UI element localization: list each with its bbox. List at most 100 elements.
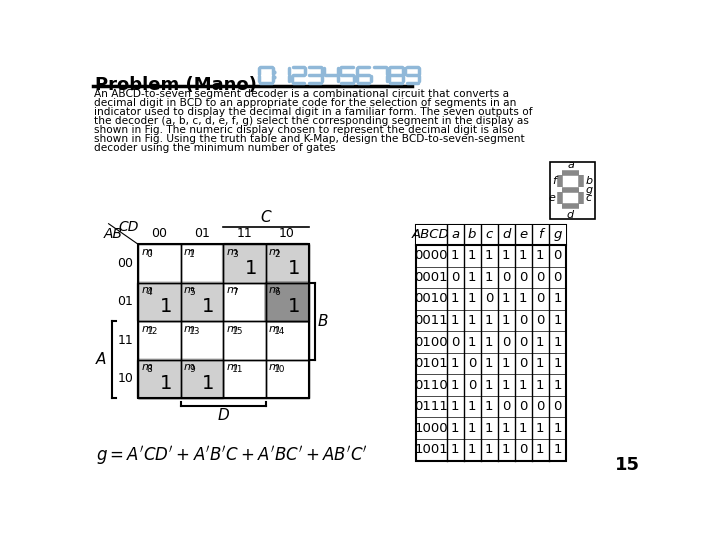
- Text: 15: 15: [232, 327, 243, 335]
- Text: 1: 1: [468, 443, 477, 456]
- Text: b: b: [468, 228, 476, 241]
- Text: 0: 0: [519, 357, 528, 370]
- Text: the decoder (a, b, c, d, e, f, g) select the corresponding segment in the displa: the decoder (a, b, c, d, e, f, g) select…: [94, 116, 528, 126]
- Text: 1: 1: [536, 422, 544, 435]
- Text: 1: 1: [468, 400, 477, 413]
- Text: g: g: [553, 228, 562, 241]
- Text: 13: 13: [189, 327, 201, 335]
- Text: 1: 1: [519, 292, 528, 306]
- Text: e: e: [519, 228, 527, 241]
- Text: g: g: [585, 185, 593, 194]
- Text: 1: 1: [502, 357, 510, 370]
- Text: 1: 1: [160, 297, 172, 316]
- Text: 1: 1: [502, 443, 510, 456]
- Text: 0011: 0011: [414, 314, 448, 327]
- Text: 1: 1: [519, 249, 528, 262]
- Text: 1: 1: [468, 249, 477, 262]
- Text: 1: 1: [189, 249, 195, 259]
- Text: 1: 1: [485, 314, 493, 327]
- Text: 0: 0: [519, 314, 528, 327]
- Text: 0: 0: [536, 314, 544, 327]
- Bar: [415, 225, 566, 461]
- Text: 1: 1: [536, 379, 544, 392]
- Text: 0100: 0100: [414, 335, 448, 348]
- Text: 1: 1: [451, 249, 459, 262]
- Text: AB: AB: [104, 227, 122, 241]
- Text: 1: 1: [519, 422, 528, 435]
- Text: 7: 7: [232, 288, 238, 297]
- Text: m: m: [141, 362, 152, 372]
- Text: 1000: 1000: [414, 422, 448, 435]
- Text: 1: 1: [451, 400, 459, 413]
- Text: 0111: 0111: [414, 400, 448, 413]
- Text: 3: 3: [232, 249, 238, 259]
- Bar: [138, 321, 181, 360]
- Text: B: B: [318, 314, 328, 329]
- Text: 1: 1: [553, 335, 562, 348]
- Text: 1: 1: [451, 443, 459, 456]
- Text: 1: 1: [287, 297, 300, 316]
- Text: 0: 0: [553, 400, 562, 413]
- Text: 0: 0: [502, 271, 510, 284]
- Text: 1: 1: [451, 292, 459, 306]
- Text: 0: 0: [502, 400, 510, 413]
- Text: 1: 1: [553, 379, 562, 392]
- Bar: [550, 162, 595, 219]
- Text: m: m: [269, 285, 280, 295]
- Text: 00: 00: [117, 257, 133, 270]
- Text: m: m: [184, 285, 194, 295]
- Text: 0: 0: [451, 271, 459, 284]
- Text: 11: 11: [236, 227, 252, 240]
- Text: 0: 0: [519, 335, 528, 348]
- Text: 1: 1: [202, 297, 215, 316]
- Text: m: m: [226, 285, 238, 295]
- Text: 2: 2: [274, 249, 280, 259]
- Text: m: m: [184, 247, 194, 256]
- Text: 1: 1: [451, 314, 459, 327]
- Text: 1: 1: [536, 335, 544, 348]
- Text: 1: 1: [553, 314, 562, 327]
- Text: 1: 1: [485, 379, 493, 392]
- Text: 0: 0: [502, 335, 510, 348]
- Text: 1: 1: [502, 249, 510, 262]
- FancyBboxPatch shape: [137, 358, 182, 400]
- Text: 1: 1: [502, 379, 510, 392]
- Text: D: D: [217, 408, 229, 423]
- Text: 14: 14: [274, 327, 286, 335]
- Text: 0: 0: [553, 271, 562, 284]
- Text: 0: 0: [147, 249, 153, 259]
- Text: 1: 1: [553, 292, 562, 306]
- Text: 0101: 0101: [414, 357, 448, 370]
- Bar: [181, 321, 223, 360]
- Text: 0001: 0001: [414, 271, 448, 284]
- Bar: [266, 244, 309, 283]
- Text: 1: 1: [536, 249, 544, 262]
- Text: 0000: 0000: [414, 249, 448, 262]
- Text: 0: 0: [536, 400, 544, 413]
- Text: CD: CD: [119, 220, 139, 234]
- Text: f: f: [552, 176, 556, 186]
- Text: 0010: 0010: [414, 292, 448, 306]
- Text: d: d: [567, 211, 574, 220]
- FancyBboxPatch shape: [179, 358, 225, 400]
- Text: m: m: [141, 323, 152, 334]
- Bar: [266, 283, 309, 321]
- Text: 0: 0: [468, 357, 476, 370]
- Text: c: c: [585, 193, 591, 203]
- Text: 0: 0: [536, 292, 544, 306]
- Text: 0: 0: [485, 292, 493, 306]
- Bar: [138, 244, 181, 283]
- Text: 01: 01: [117, 295, 133, 308]
- Text: An ABCD-to-seven segment decoder is a combinational circuit that converts a: An ABCD-to-seven segment decoder is a co…: [94, 89, 509, 99]
- Bar: [181, 283, 223, 321]
- Bar: [266, 360, 309, 398]
- Text: 1: 1: [485, 357, 493, 370]
- Text: 1: 1: [485, 335, 493, 348]
- Text: 9: 9: [189, 365, 195, 374]
- Bar: [181, 360, 223, 398]
- Text: 1: 1: [468, 335, 477, 348]
- Text: 6: 6: [274, 288, 280, 297]
- Text: 1: 1: [502, 314, 510, 327]
- Text: 0: 0: [468, 379, 476, 392]
- Bar: [223, 321, 266, 360]
